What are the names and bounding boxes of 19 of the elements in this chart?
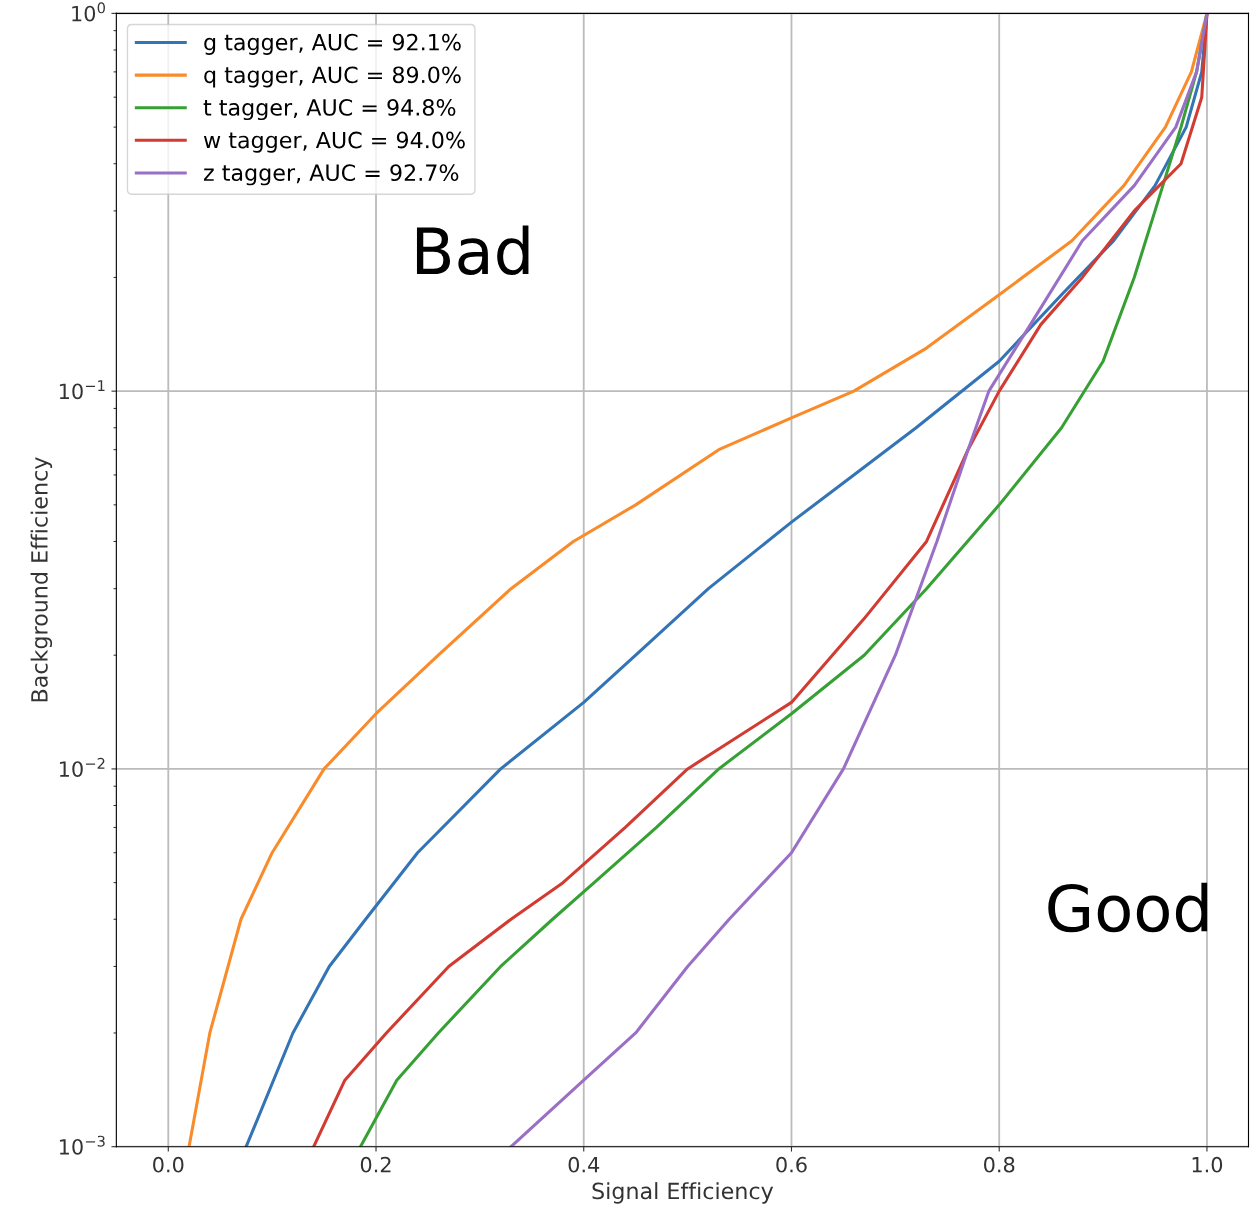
y-axis-title: Background Efficiency	[30, 457, 53, 702]
legend-label: w tagger, AUC = 94.0%	[203, 131, 465, 153]
legend-label: q tagger, AUC = 89.0%	[204, 66, 461, 88]
y-tick-label: 10$^{−3}$	[59, 1135, 105, 1155]
legend-label: t tagger, AUC = 94.8%	[203, 99, 456, 121]
legend-label: g tagger, AUC = 92.1%	[204, 33, 461, 55]
x-tick-label: 0.0	[153, 1156, 184, 1173]
y-tick-label: 10$^{−1}$	[59, 380, 105, 400]
annotation: Good	[1048, 882, 1208, 933]
y-tick-label: 10$^{0}$	[72, 2, 105, 22]
x-tick-label: 0.6	[776, 1156, 807, 1173]
x-axis-title: Signal Efficiency	[592, 1182, 774, 1204]
x-tick-label: 0.2	[360, 1156, 391, 1173]
annotation: Bad	[416, 225, 529, 275]
x-tick-label: 1.0	[1192, 1156, 1223, 1173]
legend-label: z tagger, AUC = 92.7%	[203, 164, 459, 186]
y-tick-label: 10$^{−2}$	[59, 757, 105, 777]
x-tick-label: 0.8	[984, 1156, 1015, 1173]
x-tick-label: 0.4	[568, 1156, 600, 1173]
